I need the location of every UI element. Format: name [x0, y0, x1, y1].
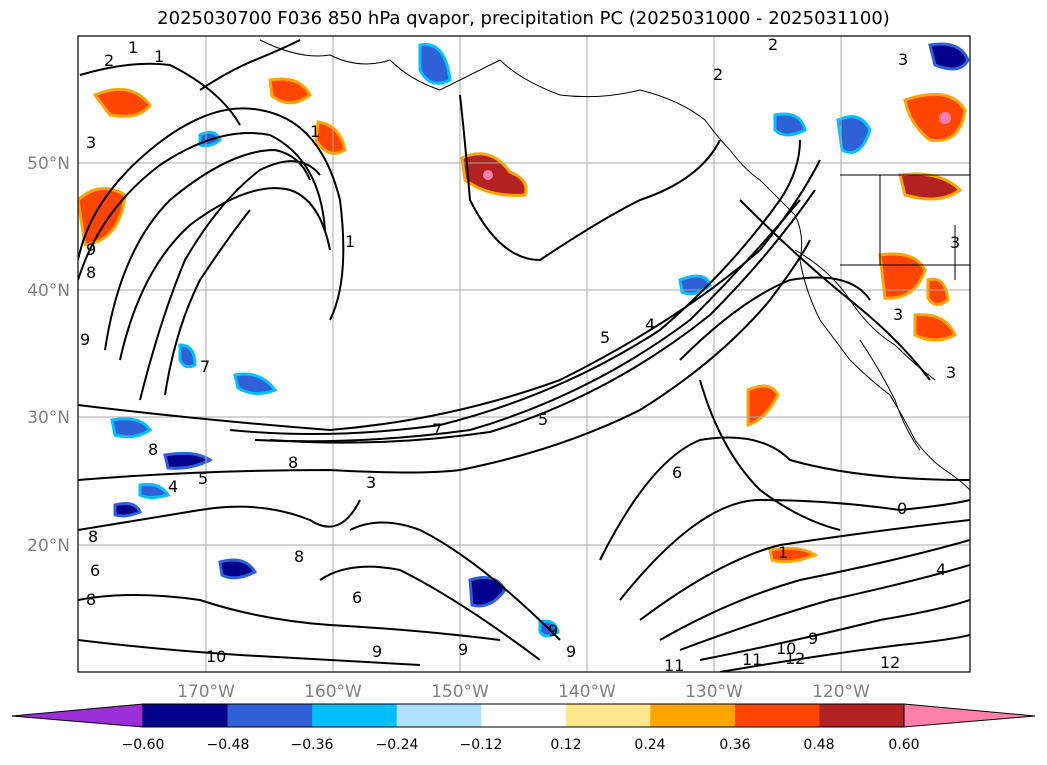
contour-label: 7: [200, 357, 210, 376]
colorbar-tick: 0.24: [634, 737, 665, 753]
qvapor-contours: [78, 39, 970, 672]
lat-label-50n: 50°N: [27, 154, 70, 174]
contour-label: 5: [538, 410, 548, 429]
map-title: 2025030700 F036 850 hPa qvapor, precipit…: [157, 8, 890, 29]
contour-label: 6: [90, 561, 100, 580]
lat-label-30n: 30°N: [27, 408, 70, 428]
colorbar-tick: −0.48: [207, 737, 250, 753]
contour-label: 9: [80, 330, 90, 349]
contour-label: 2: [768, 35, 778, 54]
contour-label: 11: [742, 650, 762, 669]
contour-label: 9: [458, 640, 468, 659]
contour-label: 8: [88, 527, 98, 546]
contour-label: 5: [600, 328, 610, 347]
colorbar-tick: 0.60: [888, 737, 919, 753]
contour-label: 9: [548, 621, 558, 640]
longitude-labels: 170°W 160°W 150°W 140°W 130°W 120°W: [177, 682, 870, 702]
contour-label: 0: [897, 499, 907, 518]
contour-label: 3: [893, 305, 903, 324]
colorbar-segment: [650, 704, 736, 727]
colorbar: −0.60 −0.48 −0.36 −0.24 −0.12 0.12 0.24 …: [11, 703, 1036, 753]
colorbar-frame: [142, 703, 905, 728]
lat-label-20n: 20°N: [27, 536, 70, 556]
contour-label: 8: [86, 263, 96, 282]
map-frame: [77, 35, 971, 673]
contour-label: 8: [148, 440, 158, 459]
lon-label-170w: 170°W: [177, 682, 235, 702]
contour-label: 3: [898, 50, 908, 69]
colorbar-segment: [396, 704, 482, 727]
lon-label-150w: 150°W: [431, 682, 489, 702]
contour-label: 4: [936, 560, 946, 579]
colorbar-extend-high: [903, 703, 1036, 728]
map-panel: 1 2 1 3 9 8 1 8 8 4 5 7 7 5 5 4 3 6 8 10…: [78, 35, 970, 675]
grid-lines: [78, 36, 970, 672]
contour-label: 4: [168, 477, 178, 496]
contour-label: 10: [776, 639, 796, 658]
coastlines: [259, 39, 970, 491]
colorbar-segment: [312, 704, 398, 727]
colorbar-tick: −0.60: [122, 737, 165, 753]
contour-label: 12: [785, 649, 805, 668]
lon-label-160w: 160°W: [304, 682, 362, 702]
colorbar-tick: 0.12: [550, 737, 581, 753]
contour-label: 12: [880, 653, 900, 672]
lon-label-130w: 130°W: [685, 682, 743, 702]
contour-label: 8: [86, 590, 96, 609]
colorbar-tick: 0.48: [803, 737, 834, 753]
contour-label: 1: [345, 232, 355, 251]
colorbar-boxes: [143, 704, 905, 727]
contour-label: 5: [198, 469, 208, 488]
contour-label: 3: [86, 133, 96, 152]
contour-label: 3: [950, 233, 960, 252]
colorbar-tick: −0.36: [291, 737, 334, 753]
colorbar-tick: −0.24: [376, 737, 419, 753]
contour-label: 1: [778, 543, 788, 562]
contour-label: 1: [154, 47, 164, 66]
colorbar-tick: 0.36: [719, 737, 750, 753]
latitude-labels: 50°N 40°N 30°N 20°N: [27, 154, 70, 556]
colorbar-ticks: −0.60 −0.48 −0.36 −0.24 −0.12 0.12 0.24 …: [122, 737, 920, 753]
contour-label: 3: [366, 473, 376, 492]
colorbar-segment: [565, 704, 651, 727]
colorbar-segment: [819, 704, 905, 727]
contour-label: 7: [432, 420, 442, 439]
contour-label: 10: [206, 647, 226, 666]
contour-label: 9: [86, 240, 96, 259]
contour-label: 6: [672, 463, 682, 482]
colorbar-segment: [227, 704, 313, 727]
contour-label: 9: [808, 629, 818, 648]
colorbar-tick: −0.12: [460, 737, 503, 753]
contour-label: 1: [128, 38, 138, 57]
precip-shading: [78, 42, 970, 638]
colorbar-segment: [734, 704, 820, 727]
contour-label: 2: [104, 51, 114, 70]
contour-label: 2: [713, 65, 723, 84]
contour-labels: 1 2 1 3 9 8 1 8 8 4 5 7 7 5 5 4 3 6 8 10…: [80, 35, 960, 675]
contour-label: 3: [946, 363, 956, 382]
contour-label: 9: [566, 642, 576, 661]
contour-label: 11: [664, 656, 684, 675]
lat-label-40n: 40°N: [27, 281, 70, 301]
lon-label-120w: 120°W: [812, 682, 870, 702]
colorbar-segment: [143, 704, 229, 727]
contour-label: 1: [310, 122, 320, 141]
contour-label: 9: [372, 642, 382, 661]
lon-label-140w: 140°W: [558, 682, 616, 702]
contour-label: 4: [645, 315, 655, 334]
colorbar-segment: [481, 704, 567, 727]
colorbar-extend-low: [11, 703, 144, 728]
contour-label: 6: [352, 588, 362, 607]
contour-label: 8: [294, 547, 304, 566]
contour-label: 8: [288, 453, 298, 472]
